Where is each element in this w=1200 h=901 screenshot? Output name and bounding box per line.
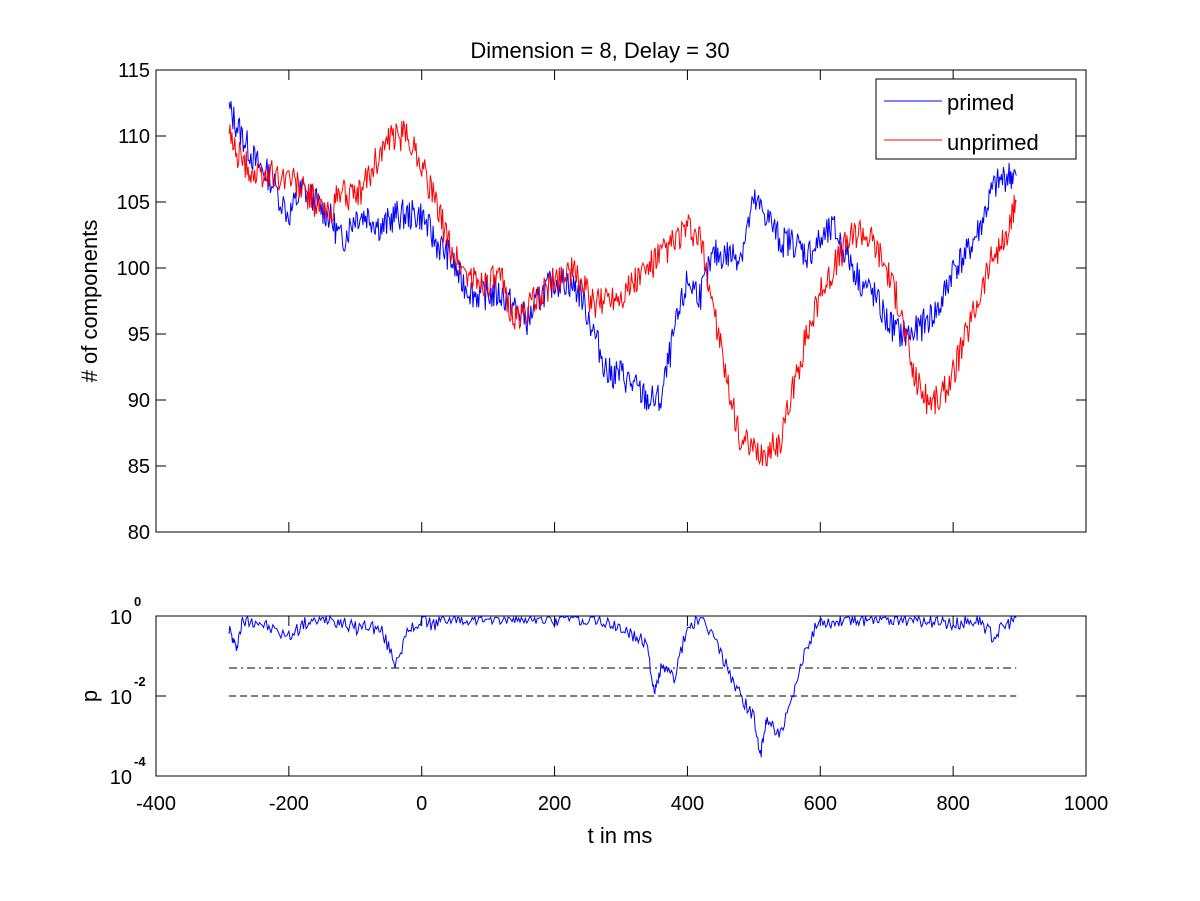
bottom-y-tick-exponent: 0 <box>134 594 141 609</box>
x-tick-label: 400 <box>671 793 704 815</box>
top-y-axis-label: # of components <box>77 220 102 383</box>
legend-label-primed: primed <box>947 90 1014 115</box>
top-y-tick-label: 90 <box>128 390 150 412</box>
bottom-y-tick-base: 10 <box>110 687 132 709</box>
bottom-y-tick-base: 10 <box>110 767 132 789</box>
bottom-y-axis-label: p <box>77 690 102 702</box>
x-tick-label: 0 <box>416 793 427 815</box>
top-y-tick-label: 115 <box>118 60 150 82</box>
series-line-p-value <box>228 614 1017 758</box>
top-y-tick-label: 80 <box>128 522 150 544</box>
top-y-tick-label: 95 <box>128 324 150 346</box>
bottom-y-tick-base: 10 <box>110 607 132 629</box>
bottom-y-tick-exponent: -2 <box>134 674 146 689</box>
x-tick-label: 600 <box>804 793 837 815</box>
x-tick-label: 200 <box>538 793 571 815</box>
x-tick-label: 1000 <box>1064 793 1109 815</box>
top-axes: Dimension = 8, Delay = 30 # of component… <box>77 38 1087 544</box>
x-tick-label: 800 <box>936 793 969 815</box>
legend-box <box>875 78 1077 160</box>
top-y-tick-label: 105 <box>117 192 150 214</box>
legend-label-unprimed: unprimed <box>947 130 1039 155</box>
bottom-y-tick-exponent: -4 <box>134 754 146 769</box>
top-y-ticks: 80 85 90 95 100 105 110 115 <box>117 60 1087 544</box>
series-line-unprimed <box>228 120 1017 467</box>
top-y-tick-label: 85 <box>128 456 150 478</box>
top-y-tick-label: 110 <box>118 126 150 148</box>
threshold-lines <box>229 667 1017 697</box>
top-series-group <box>228 101 1017 467</box>
x-tick-label: -200 <box>269 793 309 815</box>
x-tick-label: -400 <box>136 793 176 815</box>
series-line-primed <box>228 101 1017 411</box>
bottom-series-group <box>228 614 1017 758</box>
x-axis-label: t in ms <box>588 823 653 848</box>
legend: primed unprimed <box>875 78 1077 160</box>
bottom-axes: p t in ms -400 -200 0 200 400 600 800 100010010… <box>77 594 1108 848</box>
top-y-tick-label: 100 <box>117 258 150 280</box>
top-chart-title: Dimension = 8, Delay = 30 <box>470 38 729 63</box>
